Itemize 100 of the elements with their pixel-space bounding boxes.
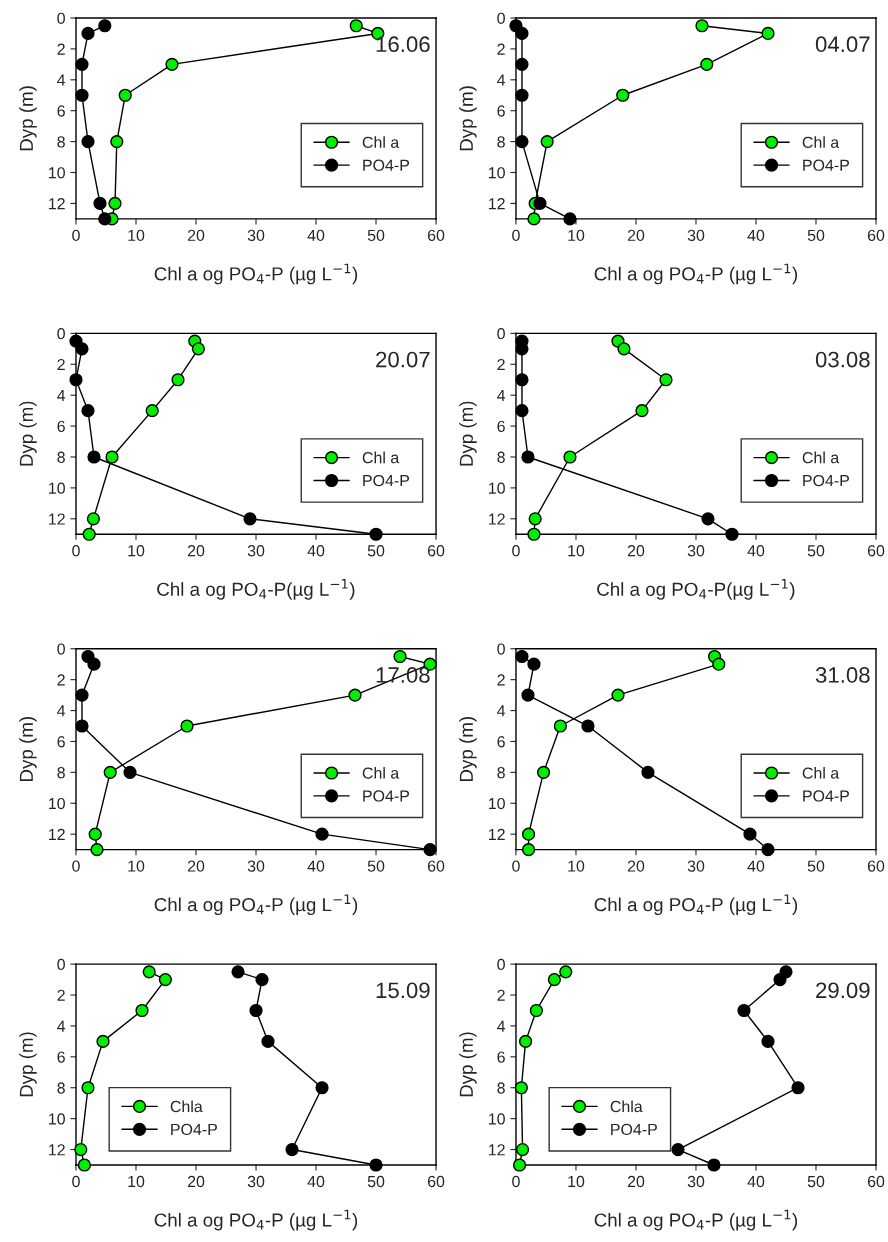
legend-label: Chla [170,1100,203,1113]
x-tick-label: 60 [427,1175,445,1188]
x-tick-label: 0 [72,229,80,242]
point [393,649,407,664]
y-axis-title: Dyp (m) [19,1032,37,1097]
y-axis-title: Dyp (m) [19,86,37,151]
point [75,88,89,102]
legend-label: Chl a [802,451,840,464]
point [165,57,179,71]
point [515,404,529,418]
y-tick-label: 0 [497,12,505,24]
point [142,965,156,979]
y-tick-label: 10 [49,167,65,179]
point [518,1034,533,1048]
annotation: 16.06 [376,36,430,53]
x-tick-label: 40 [747,1175,765,1188]
point [103,765,117,779]
point [87,657,101,671]
y-tick-label: 6 [497,420,505,433]
y-tick-label: 12 [489,1144,505,1156]
y-tick-label: 8 [497,136,505,148]
point [521,688,535,702]
y-tick-label: 12 [49,1144,65,1156]
x-tick-label: 10 [568,860,585,872]
y-tick-label: 4 [57,74,66,86]
point [514,1081,528,1095]
legend-label: PO4-P [363,790,410,802]
y-tick-label: 6 [57,420,65,433]
x-tick-label: 50 [367,545,385,557]
y-tick-label: 2 [497,674,505,686]
point [98,19,112,33]
y-tick-label: 12 [489,198,505,210]
legend-label: Chl a [362,136,400,148]
legend-label: PO4-P [363,474,410,487]
point [69,373,83,387]
legend-label: Chla [610,1100,643,1113]
point [611,688,625,702]
point [773,972,787,987]
x-tick-label: 30 [687,229,705,242]
point [249,1003,263,1018]
x-tick-label: 20 [627,545,645,557]
x-axis-title: Chl a og PO$_{4}$-P(µg L$^{−1}$) [597,579,795,600]
annotation: 03.08 [815,351,870,368]
point [515,373,529,387]
point [74,1142,88,1157]
point [98,212,112,226]
annotation: 20.07 [376,351,430,368]
y-tick-label: 6 [57,736,65,748]
y-axis-title: Dyp (m) [459,86,477,151]
x-tick-label: 0 [512,860,520,872]
x-tick-label: 60 [427,860,445,872]
legend-label: PO4-P [803,474,849,487]
point [761,1034,775,1048]
point [75,719,89,733]
point [515,1142,530,1157]
point [515,26,529,41]
point [87,450,101,464]
point [725,527,739,541]
x-tick-label: 50 [367,1175,385,1188]
point [553,719,567,733]
point [617,342,631,356]
x-tick-label: 60 [427,545,445,557]
point [90,843,104,857]
y-tick-label: 6 [57,1051,65,1063]
point [135,1003,149,1018]
annotation: 31.08 [815,667,870,683]
x-tick-label: 10 [128,1175,145,1188]
point [93,196,107,211]
y-tick-label: 12 [49,198,65,210]
x-tick-label: 60 [867,545,885,557]
y-tick-label: 2 [57,43,65,55]
point [315,1081,329,1095]
y-tick-label: 8 [497,767,505,779]
y-tick-label: 10 [49,1113,65,1125]
point [369,527,383,541]
point [737,1003,751,1018]
point [527,527,541,541]
y-tick-label: 10 [489,1113,505,1125]
point [108,196,122,211]
x-tick-label: 30 [247,545,265,557]
point [563,212,577,226]
point [659,373,673,387]
x-tick-label: 20 [627,860,645,872]
y-tick-label: 8 [57,451,65,463]
point [88,827,102,841]
point [521,843,536,857]
x-tick-label: 0 [72,545,80,557]
x-tick-label: 0 [512,545,520,557]
y-tick-label: 8 [57,767,65,779]
point [512,1158,527,1172]
x-tick-label: 20 [627,229,645,242]
x-tick-label: 20 [187,229,205,242]
x-tick-label: 30 [247,1175,265,1188]
point [86,512,100,526]
y-tick-label: 0 [57,958,65,971]
point [75,342,89,356]
x-axis-title: Chl a og PO$_{4}$-P (µg L$^{−1}$) [154,894,358,916]
y-tick-label: 2 [497,989,505,1001]
point [123,765,137,779]
x-axis-title: Chl a og PO$_{4}$-P (µg L$^{−1}$) [594,263,798,285]
